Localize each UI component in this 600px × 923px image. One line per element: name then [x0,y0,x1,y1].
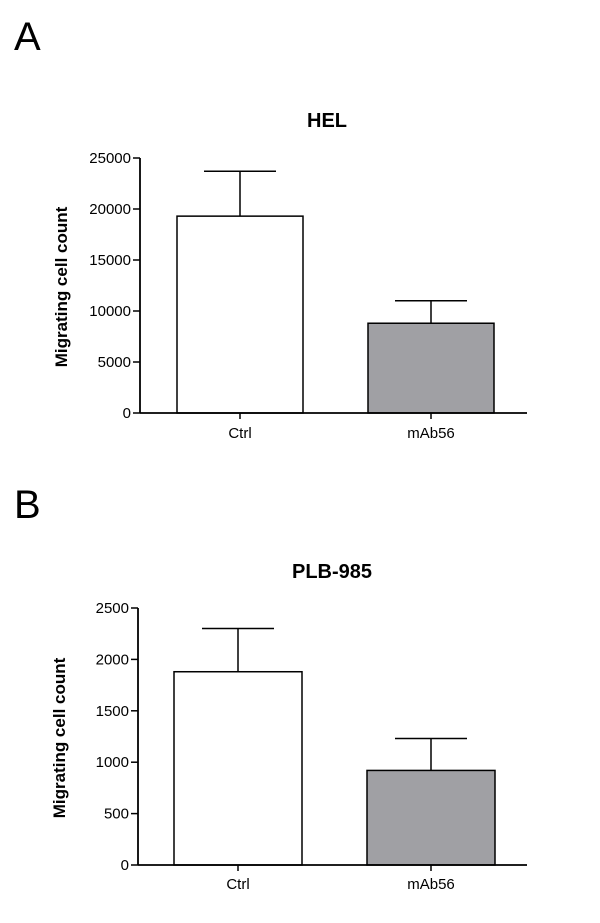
y-tick-label-b: 1000 [96,754,129,771]
y-axis-label-b: Migrating cell count [50,657,69,818]
x-tick-label-ctrl-b: Ctrl [226,876,249,893]
y-tick-label-a: 20000 [89,201,131,218]
x-tick-label-mab56-b: mAb56 [407,876,455,893]
y-tick-label-b: 1500 [96,703,129,720]
bar-mab56-b [366,769,496,866]
panel-b: B PLB-985 Migrating cell count Ctrl mAb56… [14,483,527,893]
y-tick-label-a: 10000 [89,303,131,320]
panel-letter-a: A [14,15,41,59]
y-tick-label-b: 500 [104,806,129,823]
plot-area-a: Ctrl mAb56 0 5000 10000 15000 20000 25000 [89,150,527,442]
y-tick-label-b: 0 [121,857,129,874]
bar-ctrl-a [176,215,304,414]
y-tick-label-b: 2500 [96,600,129,617]
y-tick-label-b: 2000 [96,651,129,668]
chart-title-plb985: PLB-985 [292,561,372,583]
x-tick-label-ctrl-a: Ctrl [228,425,251,442]
panel-a: A HEL Migrating cell count Ctrl mAb56 0 500… [14,15,527,442]
x-tick-label-mab56-a: mAb56 [407,425,455,442]
y-tick-label-a: 15000 [89,252,131,269]
bar-ctrl-b [173,670,303,866]
panel-letter-b: B [14,483,41,527]
bar-mab56-a [367,322,495,414]
y-tick-label-a: 25000 [89,150,131,167]
y-axis-label-a: Migrating cell count [52,206,71,367]
y-tick-label-a: 0 [123,405,131,422]
plot-area-b: Ctrl mAb56 0 500 1000 1500 2000 2500 [96,600,527,893]
chart-title-hel: HEL [307,110,347,132]
y-tick-label-a: 5000 [98,354,131,371]
